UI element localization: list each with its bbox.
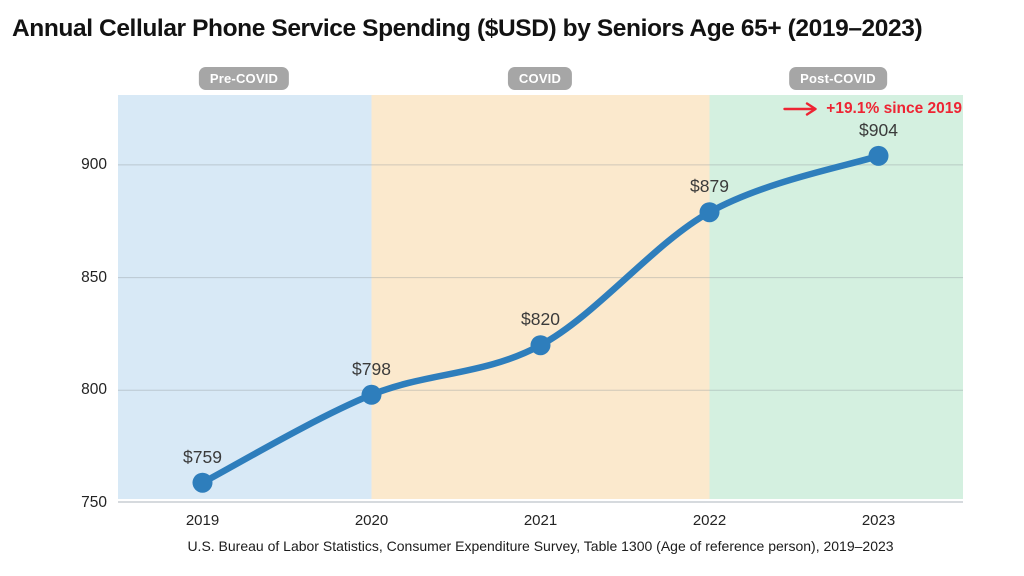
band-covid [371,95,710,499]
data-point-2019 [192,472,213,493]
y-tick-900: 900 [81,155,107,173]
line-chart [118,95,963,503]
growth-annotation: +19.1% since 2019 [783,100,962,118]
data-point-2022 [699,202,720,223]
data-label-2021: $820 [521,309,560,330]
period-badge-covid: COVID [507,67,573,90]
band-post-covid [709,95,963,499]
x-tick-2021: 2021 [523,512,558,529]
chart-title: Annual Cellular Phone Service Spending (… [12,15,923,42]
data-point-2020 [361,384,382,405]
x-tick-2022: 2022 [692,512,727,529]
right-arrow-icon [783,102,817,116]
source-caption: U.S. Bureau of Labor Statistics, Consume… [187,538,894,554]
data-label-2023: $904 [859,119,898,140]
y-tick-750: 750 [81,494,107,511]
x-tick-2019: 2019 [185,512,220,529]
x-tick-2020: 2020 [354,512,389,529]
data-label-2020: $798 [352,358,391,379]
period-badge-post-covid: Post-COVID [789,67,887,90]
growth-annotation-text: +19.1% since 2019 [826,100,962,117]
data-label-2019: $759 [183,446,222,467]
band-pre-covid [118,95,372,499]
data-point-2023 [868,145,889,166]
y-tick-850: 850 [81,268,107,286]
plot-area: $759 $798 $820 $879 $904 [118,95,963,503]
y-tick-800: 800 [81,381,107,399]
data-point-2021 [530,335,551,356]
period-badge-pre-covid: Pre-COVID [198,67,290,90]
x-tick-2023: 2023 [861,512,896,529]
data-label-2022: $879 [690,176,729,197]
